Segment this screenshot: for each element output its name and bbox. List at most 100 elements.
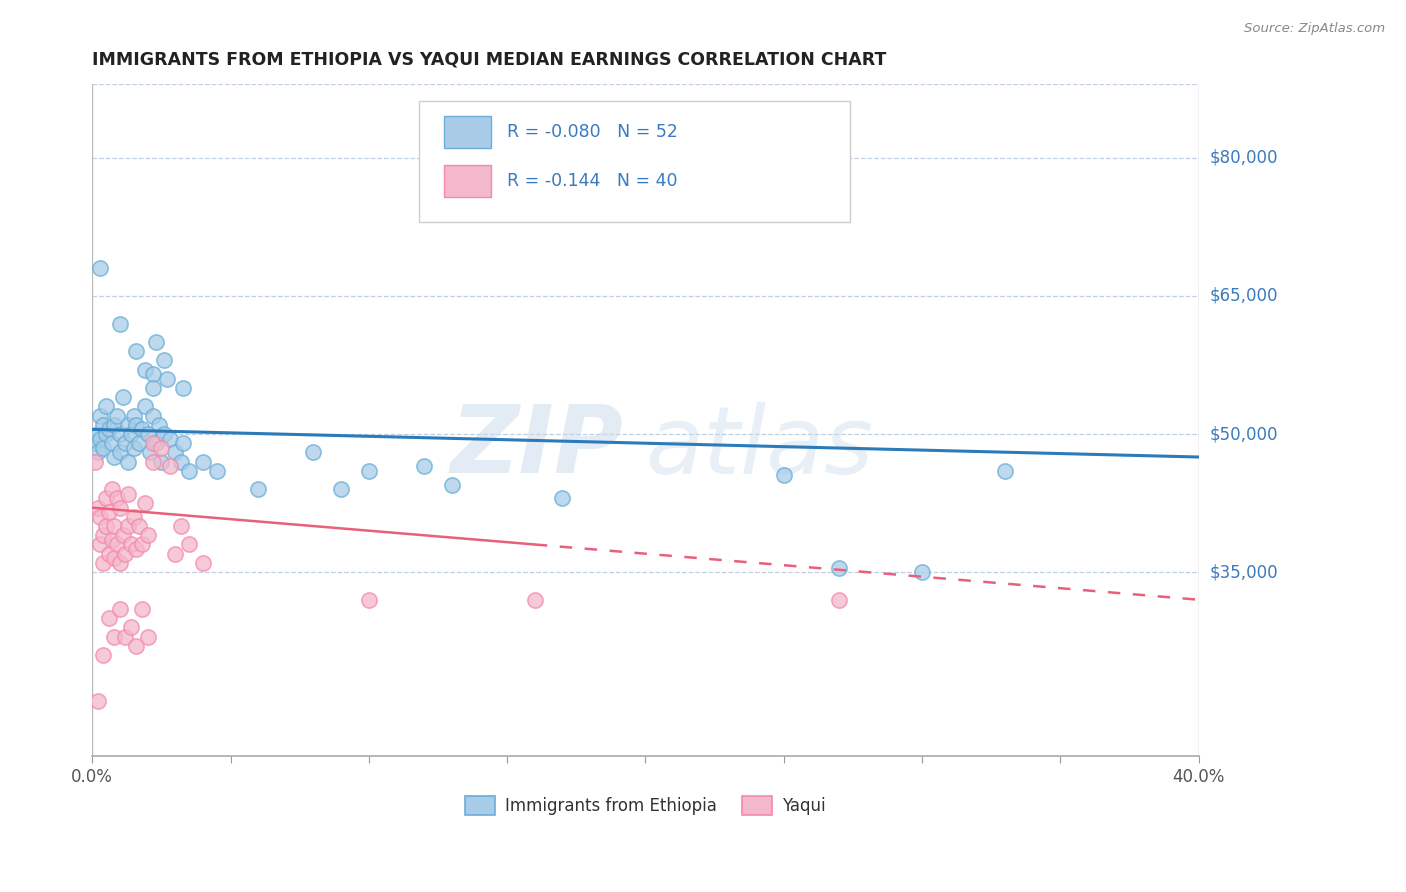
Point [145, 334, 167, 349]
Text: $80,000: $80,000 [1211, 149, 1278, 167]
Point [97, 611, 120, 625]
Point [97, 505, 120, 519]
Text: atlas: atlas [645, 401, 873, 492]
Point [84, 455, 107, 469]
Point [108, 500, 131, 515]
Point [142, 436, 165, 450]
Point [89, 509, 111, 524]
Point [84, 436, 107, 450]
Point [156, 372, 179, 386]
Point [150, 441, 173, 455]
Text: ZIP: ZIP [450, 401, 623, 493]
Point [94, 491, 117, 506]
Point [165, 445, 187, 459]
Point [302, 445, 325, 459]
Text: Source: ZipAtlas.com: Source: ZipAtlas.com [1244, 22, 1385, 36]
Point [100, 436, 122, 450]
Point [120, 537, 142, 551]
Point [103, 519, 125, 533]
Point [159, 459, 181, 474]
Point [108, 427, 131, 442]
Point [159, 432, 181, 446]
Point [128, 436, 150, 450]
Point [413, 459, 436, 474]
Point [122, 509, 145, 524]
Point [170, 455, 193, 469]
Point [94, 400, 117, 414]
Point [122, 441, 145, 455]
Point [142, 409, 165, 423]
Point [523, 592, 546, 607]
Point [125, 417, 148, 432]
Point [100, 482, 122, 496]
Point [91, 528, 114, 542]
Point [150, 455, 173, 469]
Point [142, 381, 165, 395]
Point [117, 455, 139, 469]
Text: $65,000: $65,000 [1211, 287, 1278, 305]
Point [131, 422, 153, 436]
Point [191, 455, 214, 469]
Point [330, 482, 353, 496]
FancyBboxPatch shape [419, 101, 851, 222]
Point [108, 556, 131, 570]
Point [165, 547, 187, 561]
Point [91, 417, 114, 432]
Point [103, 417, 125, 432]
FancyBboxPatch shape [444, 165, 491, 197]
Point [117, 417, 139, 432]
Point [117, 487, 139, 501]
Point [994, 464, 1017, 478]
Point [134, 496, 156, 510]
Point [94, 519, 117, 533]
Point [153, 427, 176, 442]
Point [142, 367, 165, 381]
Point [177, 464, 200, 478]
Point [134, 400, 156, 414]
Point [120, 427, 142, 442]
Point [153, 353, 176, 368]
Point [136, 630, 159, 644]
Point [91, 441, 114, 455]
Point [122, 409, 145, 423]
Point [125, 344, 148, 359]
Point [97, 422, 120, 436]
Point [86, 445, 108, 459]
Point [114, 630, 136, 644]
Point [111, 528, 134, 542]
Point [131, 602, 153, 616]
Text: R = -0.080   N = 52: R = -0.080 N = 52 [508, 123, 678, 141]
Point [172, 436, 194, 450]
Point [142, 455, 165, 469]
Point [177, 537, 200, 551]
Point [134, 362, 156, 376]
Point [148, 417, 170, 432]
Point [91, 648, 114, 662]
Point [97, 547, 120, 561]
Point [105, 537, 128, 551]
Point [136, 528, 159, 542]
Point [100, 533, 122, 547]
Point [440, 477, 463, 491]
Point [911, 565, 934, 579]
Point [828, 560, 851, 574]
Point [89, 261, 111, 276]
Point [170, 519, 193, 533]
Point [89, 409, 111, 423]
Point [105, 491, 128, 506]
Point [89, 537, 111, 551]
Point [139, 445, 162, 459]
Point [86, 694, 108, 708]
Point [103, 630, 125, 644]
Point [145, 436, 167, 450]
Point [828, 592, 851, 607]
Point [114, 547, 136, 561]
Text: $35,000: $35,000 [1211, 563, 1278, 581]
Text: R = -0.144   N = 40: R = -0.144 N = 40 [508, 172, 678, 190]
Text: IMMIGRANTS FROM ETHIOPIA VS YAQUI MEDIAN EARNINGS CORRELATION CHART: IMMIGRANTS FROM ETHIOPIA VS YAQUI MEDIAN… [93, 51, 887, 69]
Point [125, 542, 148, 557]
Point [205, 464, 228, 478]
Point [89, 432, 111, 446]
Point [772, 468, 794, 483]
Point [114, 436, 136, 450]
